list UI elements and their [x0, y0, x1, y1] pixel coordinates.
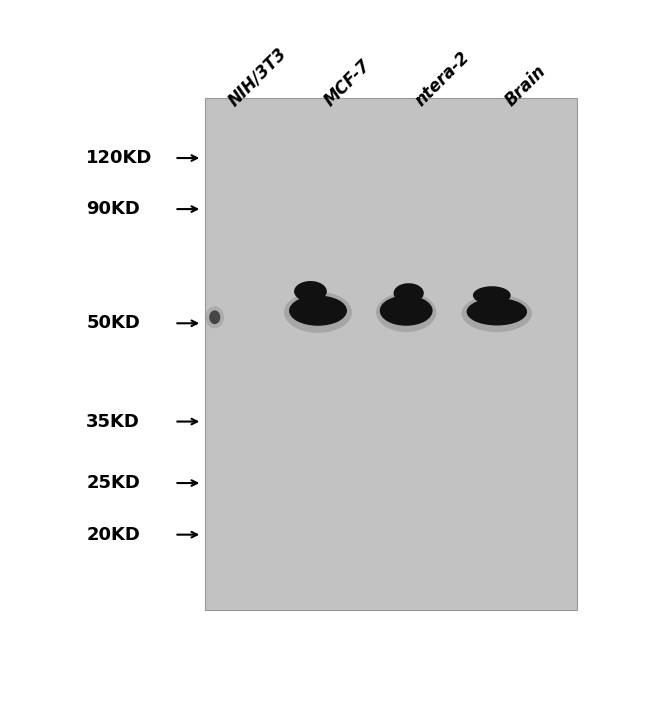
Ellipse shape — [209, 310, 220, 324]
Ellipse shape — [473, 286, 511, 304]
Ellipse shape — [393, 283, 424, 303]
Text: 90KD: 90KD — [86, 200, 140, 218]
Ellipse shape — [467, 298, 527, 325]
Text: MCF-7: MCF-7 — [320, 57, 374, 111]
Ellipse shape — [462, 294, 532, 332]
Bar — [205, 98, 577, 610]
Text: Brain: Brain — [502, 62, 550, 111]
Text: 120KD: 120KD — [86, 149, 153, 167]
Text: 35KD: 35KD — [86, 413, 140, 431]
Text: 20KD: 20KD — [86, 525, 140, 543]
Text: NIH/3T3: NIH/3T3 — [225, 45, 291, 111]
Text: 25KD: 25KD — [86, 474, 140, 492]
Text: ntera-2: ntera-2 — [411, 48, 473, 111]
Ellipse shape — [205, 307, 224, 328]
Ellipse shape — [376, 292, 436, 332]
Ellipse shape — [380, 296, 433, 326]
Ellipse shape — [294, 281, 327, 302]
Text: 50KD: 50KD — [86, 314, 140, 332]
Ellipse shape — [284, 292, 352, 333]
Ellipse shape — [289, 296, 347, 326]
